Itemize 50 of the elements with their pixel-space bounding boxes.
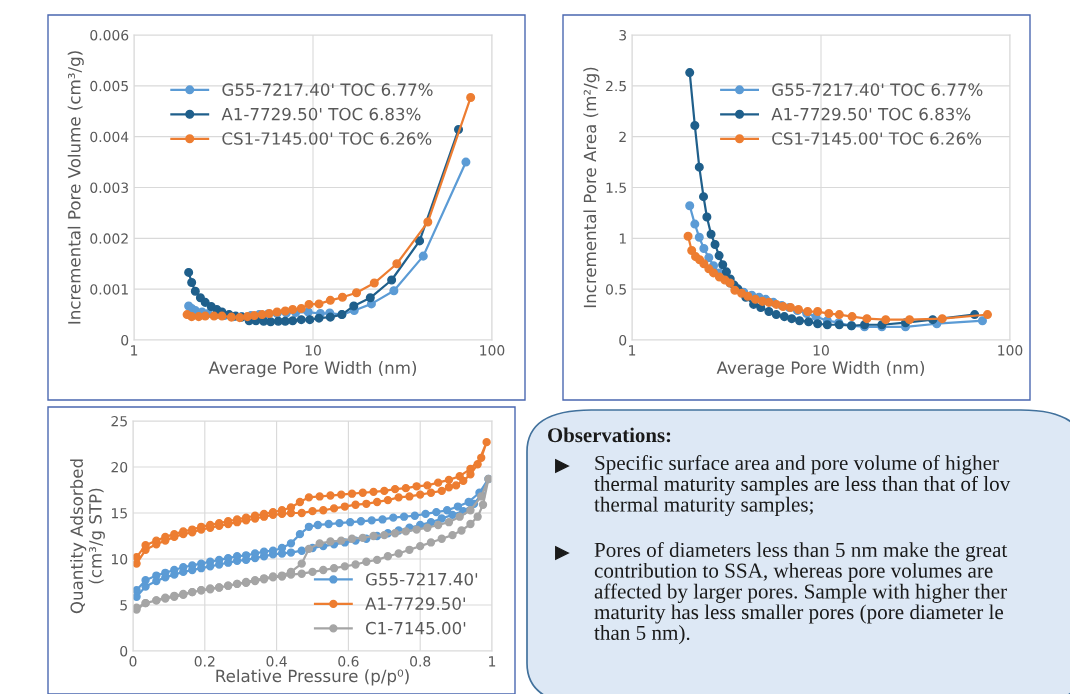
legend-label: CS1-7145.00' TOC 6.26% bbox=[772, 132, 982, 145]
y-tick-label: 0.002 bbox=[90, 233, 128, 244]
y-tick-label: 2.5 bbox=[606, 80, 626, 92]
y-tick-label: 1.5 bbox=[606, 182, 626, 193]
x-tick-label: 1 bbox=[489, 656, 496, 667]
y-axis-title: Quantity Adsorbed (cm³/g STP) bbox=[70, 459, 105, 614]
x-axis-title: Relative Pressure (p/p⁰) bbox=[216, 669, 409, 686]
y-axis-title: Incremental Pore Volume (cm³/g) bbox=[67, 51, 84, 324]
x-tick-label: 0.2 bbox=[194, 656, 215, 667]
x-axis-title: Average Pore Width (nm) bbox=[208, 361, 417, 378]
y-tick-label: 0 bbox=[619, 334, 627, 346]
text: Pores of diameters less than 5 nm make the great contribution to SSA, whereas pore volumes are affected by larger pores. Sample with higher ther maturity has less smaller pores (pore diameter le than 5 nm). bbox=[594, 542, 1008, 645]
y-tick-label: 0.006 bbox=[90, 29, 129, 41]
y-tick-label: 0 bbox=[121, 334, 129, 346]
legend-label: G55-7217.40' TOC 6.77% bbox=[222, 83, 433, 96]
x-tick-label: 10 bbox=[305, 345, 321, 356]
y-tick-label: 3 bbox=[619, 29, 627, 41]
y-tick-label: 25 bbox=[111, 415, 127, 427]
y-tick-label: 2 bbox=[619, 131, 626, 142]
text: Specific surface area and pore volume of higher thermal maturity samples are less than that of lov thermal maturity samples; bbox=[594, 455, 1011, 516]
y-tick-label: 0 bbox=[120, 645, 128, 657]
x-tick-label: 100 bbox=[998, 345, 1023, 356]
y-axis-title: Incremental Pore Area (m²/g) bbox=[583, 67, 600, 308]
y-tick-label: 0.004 bbox=[90, 131, 129, 143]
legend-label: G55-7217.40' bbox=[365, 572, 478, 586]
x-tick-label: 0 bbox=[129, 656, 137, 667]
y-tick-label: 1 bbox=[619, 233, 626, 244]
legend-label: A1-7729.50' TOC 6.83% bbox=[771, 107, 971, 121]
x-tick-label: 1 bbox=[131, 345, 138, 356]
y-tick-label: 0.5 bbox=[605, 284, 626, 295]
x-tick-label: 10 bbox=[813, 345, 829, 356]
x-tick-label: 1 bbox=[629, 345, 636, 356]
y-tick-label: 15 bbox=[111, 508, 127, 519]
y-tick-label: 5 bbox=[120, 600, 127, 611]
legend-label: CS1-7145.00' TOC 6.26% bbox=[222, 132, 432, 145]
x-tick-label: 100 bbox=[480, 345, 505, 356]
legend-label: A1-7729.50' bbox=[365, 597, 465, 610]
y-tick-label: 0.005 bbox=[90, 80, 128, 92]
x-axis-title: Average Pore Width (nm) bbox=[716, 361, 925, 378]
text: Observations: bbox=[548, 427, 671, 443]
legend-label: C1-7145.00' bbox=[365, 621, 466, 635]
y-tick-label: 0.003 bbox=[90, 182, 129, 193]
y-tick-label: 10 bbox=[111, 553, 128, 565]
legend-label: A1-7729.50' TOC 6.83% bbox=[221, 107, 421, 121]
legend-label: G55-7217.40' TOC 6.77% bbox=[772, 83, 983, 96]
x-tick-label: 0.8 bbox=[410, 656, 431, 667]
x-tick-label: 0.4 bbox=[266, 656, 287, 667]
y-tick-label: 0.001 bbox=[90, 284, 128, 295]
y-tick-label: 20 bbox=[111, 461, 128, 473]
x-tick-label: 0.6 bbox=[338, 656, 359, 667]
